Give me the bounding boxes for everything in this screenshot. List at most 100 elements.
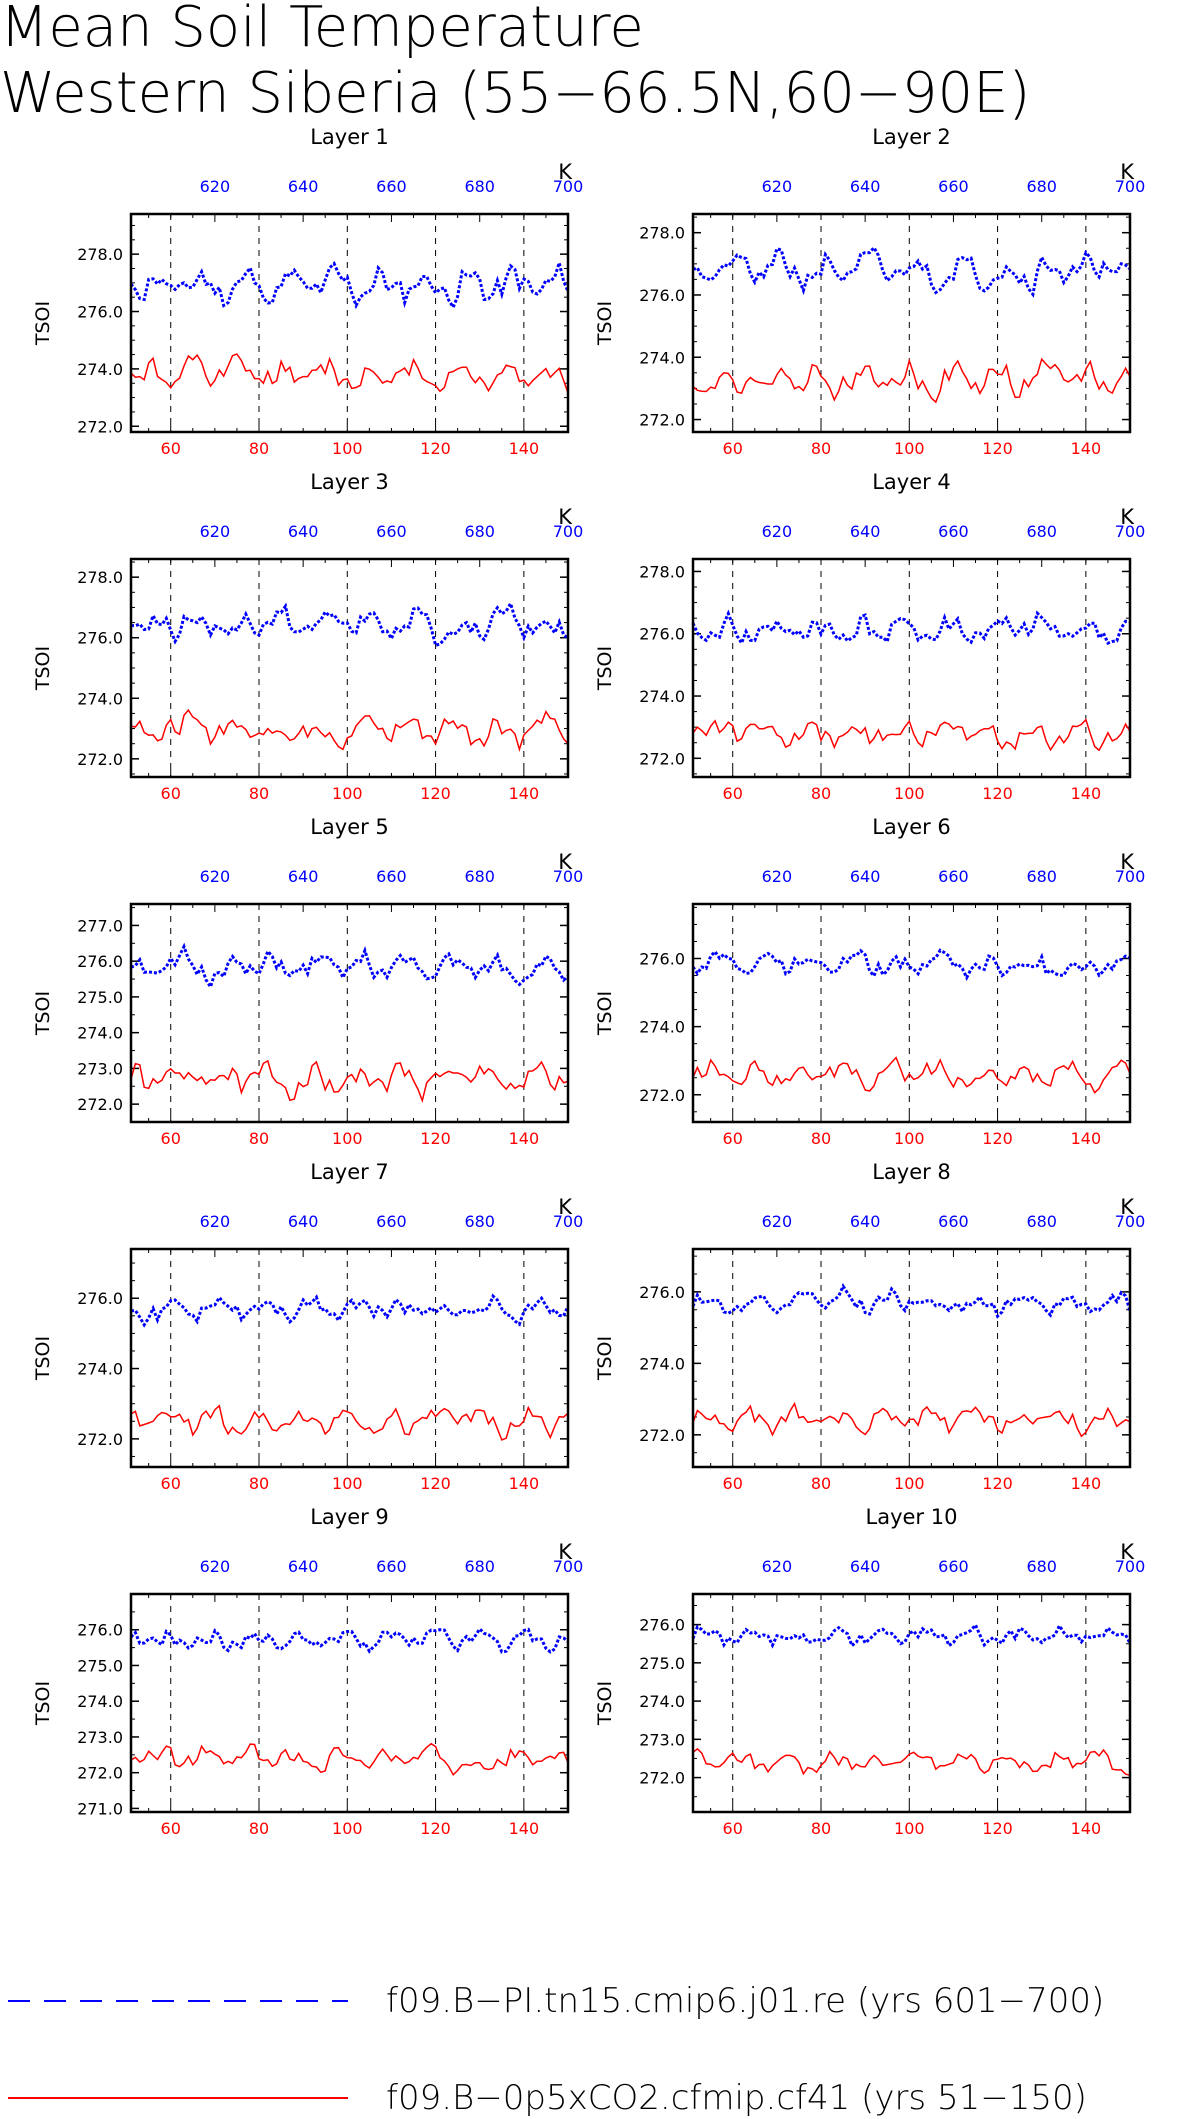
plot-frame [691,557,1132,779]
x-bottom-tick-label: 80 [811,439,831,458]
panel-title: Layer 1 [310,125,389,149]
x-top-tick-label: 640 [850,867,881,886]
y-tick-label: 276.0 [77,952,123,971]
legend-label-control: f09.B−PI.tn15.cmip6.j01.re (yrs 601−700) [386,1981,1104,2021]
x-top-tick-label: 660 [376,522,407,541]
plot-frame [691,212,1132,434]
y-tick-label: 276.0 [639,950,685,969]
x-top-tick-label: 640 [288,1212,319,1231]
series-line-experiment [692,1056,1131,1094]
x-top-tick-label: 700 [553,867,584,886]
x-bottom-tick-label: 60 [161,784,181,803]
x-bottom-tick-label: 140 [509,784,540,803]
x-top-tick-label: 640 [850,177,881,196]
y-tick-label: 273.0 [639,1730,685,1749]
panel-title: Layer 7 [310,1160,389,1184]
legend-label-experiment: f09.B−0p5xCO2.cfmip.cf41 (yrs 51−150) [386,2078,1087,2118]
y-axis-label: TSOI [594,1681,616,1726]
x-bottom-tick-label: 60 [723,1474,743,1493]
x-bottom-tick-label: 100 [332,784,363,803]
x-top-tick-label: 620 [762,177,793,196]
x-top-tick-label: 700 [553,522,584,541]
x-top-tick-label: 620 [200,1557,231,1576]
y-tick-label: 272.0 [77,417,123,436]
y-axis-label: TSOI [32,1681,54,1726]
x-top-tick-label: 620 [762,522,793,541]
x-top-tick-label: 640 [288,1557,319,1576]
legend: f09.B−PI.tn15.cmip6.j01.re (yrs 601−700)… [8,1981,1104,2118]
x-bottom-tick-label: 80 [811,1819,831,1838]
x-bottom-tick-label: 100 [894,439,925,458]
x-bottom-tick-label: 60 [161,1129,181,1148]
y-tick-label: 272.0 [639,1426,685,1445]
y-tick-label: 276.0 [639,1283,685,1302]
series-line-experiment [130,1742,569,1777]
y-tick-label: 272.0 [639,1769,685,1788]
y-tick-label: 272.0 [77,750,123,769]
x-top-tick-label: 700 [553,1557,584,1576]
x-top-tick-label: 680 [1026,1212,1057,1231]
x-bottom-tick-label: 80 [811,1129,831,1148]
series-line-control [129,257,570,311]
top-axis-unit: K [558,1540,573,1564]
x-bottom-tick-label: 60 [161,1474,181,1493]
x-top-tick-label: 660 [376,1212,407,1231]
y-tick-label: 271.0 [77,1799,123,1818]
y-axis-label: TSOI [32,991,54,1036]
panel-grid: Layer 1 K TSOI 272.0 274.0 276.0 278.0 60 80 100 1… [32,125,1145,1838]
y-tick-label: 274.0 [77,1360,123,1379]
y-tick-label: 276.0 [77,303,123,322]
panel-layer-1: Layer 1 K TSOI 272.0 274.0 276.0 278.0 60 80 100 1… [32,125,583,458]
top-axis-unit: K [1120,1195,1135,1219]
y-tick-label: 273.0 [77,1059,123,1078]
top-axis-unit: K [558,160,573,184]
x-bottom-tick-label: 140 [1071,439,1102,458]
y-axis-label: TSOI [594,301,616,346]
series-line-control [130,942,569,991]
x-bottom-tick-label: 60 [161,1819,181,1838]
x-top-tick-label: 660 [376,177,407,196]
x-top-tick-label: 640 [288,867,319,886]
x-bottom-tick-label: 120 [982,1129,1013,1148]
x-top-tick-label: 660 [376,1557,407,1576]
x-top-tick-label: 640 [850,1212,881,1231]
y-tick-label: 275.0 [639,1654,685,1673]
series-line-experiment [692,718,1131,752]
x-top-tick-label: 620 [200,867,231,886]
x-bottom-tick-label: 100 [894,1474,925,1493]
x-bottom-tick-label: 140 [1071,1474,1102,1493]
x-bottom-tick-label: 80 [249,1129,269,1148]
x-bottom-tick-label: 120 [982,1819,1013,1838]
top-axis-unit: K [1120,850,1135,874]
x-top-tick-label: 620 [200,522,231,541]
series-line-control [691,948,1131,981]
x-bottom-tick-label: 120 [982,784,1013,803]
plot-frame [691,1592,1132,1814]
x-top-tick-label: 660 [938,177,969,196]
x-bottom-tick-label: 60 [723,1819,743,1838]
panel-layer-7: Layer 7 K TSOI 272.0 274.0 276.0 60 80 100 120 140… [32,1160,583,1493]
x-top-tick-label: 640 [288,177,319,196]
x-bottom-tick-label: 80 [249,1819,269,1838]
y-tick-label: 276.0 [77,1289,123,1308]
x-top-tick-label: 660 [938,1557,969,1576]
series-line-control [131,599,569,648]
series-line-experiment [692,1401,1131,1438]
x-top-tick-label: 680 [1026,1557,1057,1576]
x-bottom-tick-label: 60 [723,439,743,458]
x-bottom-tick-label: 140 [1071,784,1102,803]
x-bottom-tick-label: 100 [332,1819,363,1838]
y-axis-label: TSOI [594,1336,616,1381]
series-line-experiment [692,357,1131,404]
y-tick-label: 277.0 [77,916,123,935]
x-bottom-tick-label: 100 [894,1819,925,1838]
x-bottom-tick-label: 120 [420,784,451,803]
x-bottom-tick-label: 100 [894,1129,925,1148]
x-top-tick-label: 660 [938,1212,969,1231]
x-bottom-tick-label: 120 [982,1474,1013,1493]
panel-title: Layer 3 [310,470,389,494]
x-top-tick-label: 660 [938,867,969,886]
x-bottom-tick-label: 140 [509,1474,540,1493]
series-line-control [691,1622,1132,1649]
